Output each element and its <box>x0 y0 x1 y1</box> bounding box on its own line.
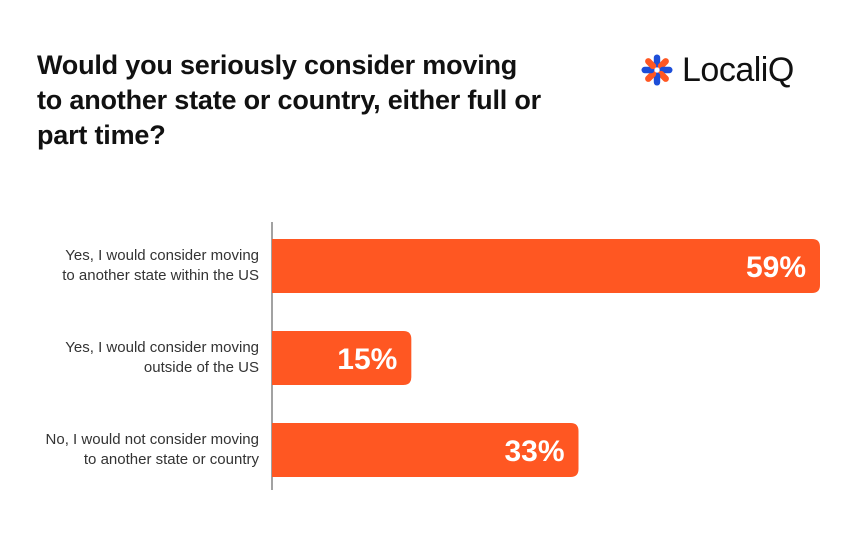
bar-value-label: 59% <box>746 251 806 284</box>
chart-title-line-2: to another state or country, either full… <box>37 85 541 115</box>
logo-spoke <box>645 58 657 70</box>
chart-title-line-1: Would you seriously consider moving <box>37 50 518 80</box>
localiq-logo: LocaliQ <box>640 50 794 90</box>
bar-value-label: 33% <box>504 435 564 468</box>
logo-spoke <box>657 58 669 70</box>
bar <box>272 239 820 293</box>
chart-title-line-3: part time? <box>37 120 166 150</box>
bars-group: 59% Yes, I would consider moving to anothe… <box>46 239 820 477</box>
bar <box>272 331 412 385</box>
category-label: No, I would not consider moving <box>46 431 259 448</box>
category-label: to another state within the US <box>62 267 259 284</box>
logo-text: LocaliQ <box>682 51 794 89</box>
bar-value-label: 15% <box>337 343 397 376</box>
logo-spoke <box>657 70 669 82</box>
category-label: Yes, I would consider moving <box>65 247 259 264</box>
asterisk-logo-icon <box>641 54 673 86</box>
logo-spoke <box>645 70 657 82</box>
category-label: to another state or country <box>84 451 260 468</box>
category-label: Yes, I would consider moving <box>65 339 259 356</box>
category-label: outside of the US <box>144 359 259 376</box>
chart-title: Would you seriously consider moving to a… <box>37 48 637 153</box>
bar <box>272 423 579 477</box>
